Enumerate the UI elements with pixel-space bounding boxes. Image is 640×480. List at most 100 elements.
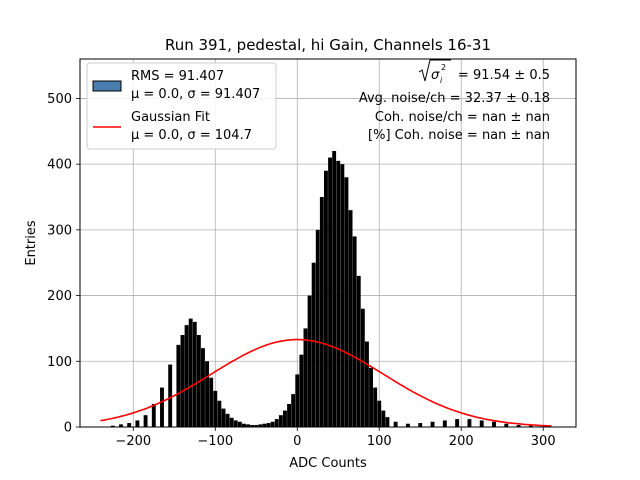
histogram-bar [180,335,185,427]
histogram-bar [225,413,230,427]
stats-annotations: σ i 2 = 91.54 ± 0.5 Avg. noise/ch = 32.3… [359,59,550,143]
legend-histogram-label: RMS = 91.407 [131,69,224,84]
legend-fit-label: Gaussian Fit [131,110,210,125]
histogram-bar [266,423,271,427]
histogram-bar [135,420,140,427]
histogram-bar [377,400,382,427]
histogram-bar [233,420,238,427]
y-axis-ticks: 0 100 200 300 400 500 [47,92,80,436]
histogram-bar [373,387,378,427]
y-tick-label: 100 [47,355,72,370]
histogram-bar [217,400,222,427]
x-tick-label: 300 [531,434,556,449]
histogram-bar [201,348,205,427]
histogram-bar [348,210,353,427]
histogram-bar [315,229,320,427]
histogram-bar [479,420,484,427]
x-tick-label: 100 [367,434,392,449]
histogram-bar [442,420,447,427]
y-tick-label: 400 [47,158,72,173]
histogram-bar [504,423,509,427]
annotation-coh-noise: Coh. noise/ch = nan ± nan [375,110,550,125]
histogram-bar [340,164,345,427]
svg-text:i: i [440,76,443,85]
histogram-bar [360,308,365,427]
histogram-bar [283,410,287,427]
histogram-bar [143,415,148,427]
histogram-bar [369,367,373,427]
legend: RMS = 91.407 μ = 0.0, σ = 91.407 Gaussia… [86,62,277,150]
plot-frame [79,58,577,428]
histogram-bar [328,157,332,428]
svg-text:σ: σ [431,68,440,83]
histogram-bar [393,421,398,427]
histogram-bar [455,419,460,427]
histogram-bar [467,419,472,427]
histogram-bar [209,377,214,427]
x-tick-label: 0 [293,434,301,449]
histogram-bar [151,404,156,427]
histogram-bar [213,390,218,427]
svg-text:2: 2 [441,63,446,72]
histogram-bar [184,325,189,427]
histogram-bar [356,275,361,427]
y-axis-label: Entries [24,220,39,266]
chart-title: Run 391, pedestal, hi Gain, Channels 16-… [165,36,491,54]
x-axis-label: ADC Counts [289,456,367,471]
legend-histogram-stats: μ = 0.0, σ = 91.407 [131,87,260,102]
histogram-bar [119,424,123,427]
histogram-bar [303,328,308,427]
histogram-bar [127,423,132,427]
histogram-bar [492,421,496,427]
histogram-bar [299,354,304,427]
histogram-bar [352,236,357,427]
histogram-bar [168,364,173,427]
histogram-bar [385,417,390,427]
histogram-bar [221,408,226,427]
gaussian-fit-line [100,338,552,427]
histogram-bar [188,318,193,427]
x-tick-label: −200 [115,434,151,449]
histogram-bars [110,151,546,428]
histogram-bar [364,341,369,427]
histogram-bar [319,197,324,427]
histogram-bar [295,374,300,427]
histogram-bar [274,419,279,427]
histogram-bar [336,160,341,427]
histogram-bar [430,421,435,427]
annotation-coh-noise-percent: [%] Coh. noise = nan ± nan [368,128,550,143]
x-axis-ticks: −200 −100 0 100 200 300 [115,427,556,449]
histogram-bar [250,425,255,427]
legend-box [86,62,277,150]
x-tick-label: 200 [449,434,474,449]
histogram-bar [418,423,423,427]
histogram-bar [311,262,316,427]
x-tick-label: −100 [197,434,233,449]
annotation-avg-noise: Avg. noise/ch = 32.37 ± 0.18 [359,91,550,106]
histogram-bar [258,424,263,427]
y-tick-label: 500 [47,92,72,107]
histogram-bar [110,425,115,427]
histogram-bar [381,410,386,427]
histogram-bar [278,415,283,427]
histogram-bar [176,344,181,427]
histogram-bar [324,170,328,427]
histogram-bar [160,387,164,427]
histogram-bar [516,425,521,427]
histogram-bar [229,417,234,427]
y-tick-label: 0 [64,421,72,436]
y-tick-label: 200 [47,289,72,304]
annotation-total-noise: = 91.54 ± 0.5 [458,68,550,83]
histogram-bar [192,321,197,427]
histogram-bar [332,151,337,427]
histogram-bar [246,424,251,427]
histogram-bar [344,177,349,427]
histogram-bar [237,421,242,427]
histogram-bar [405,423,410,427]
histogram-bar [270,421,275,427]
histogram-bar [291,394,296,427]
histogram-bar [242,423,246,427]
sqrt-sigma-symbol: σ i 2 [418,59,451,85]
histogram-bar [262,423,267,427]
